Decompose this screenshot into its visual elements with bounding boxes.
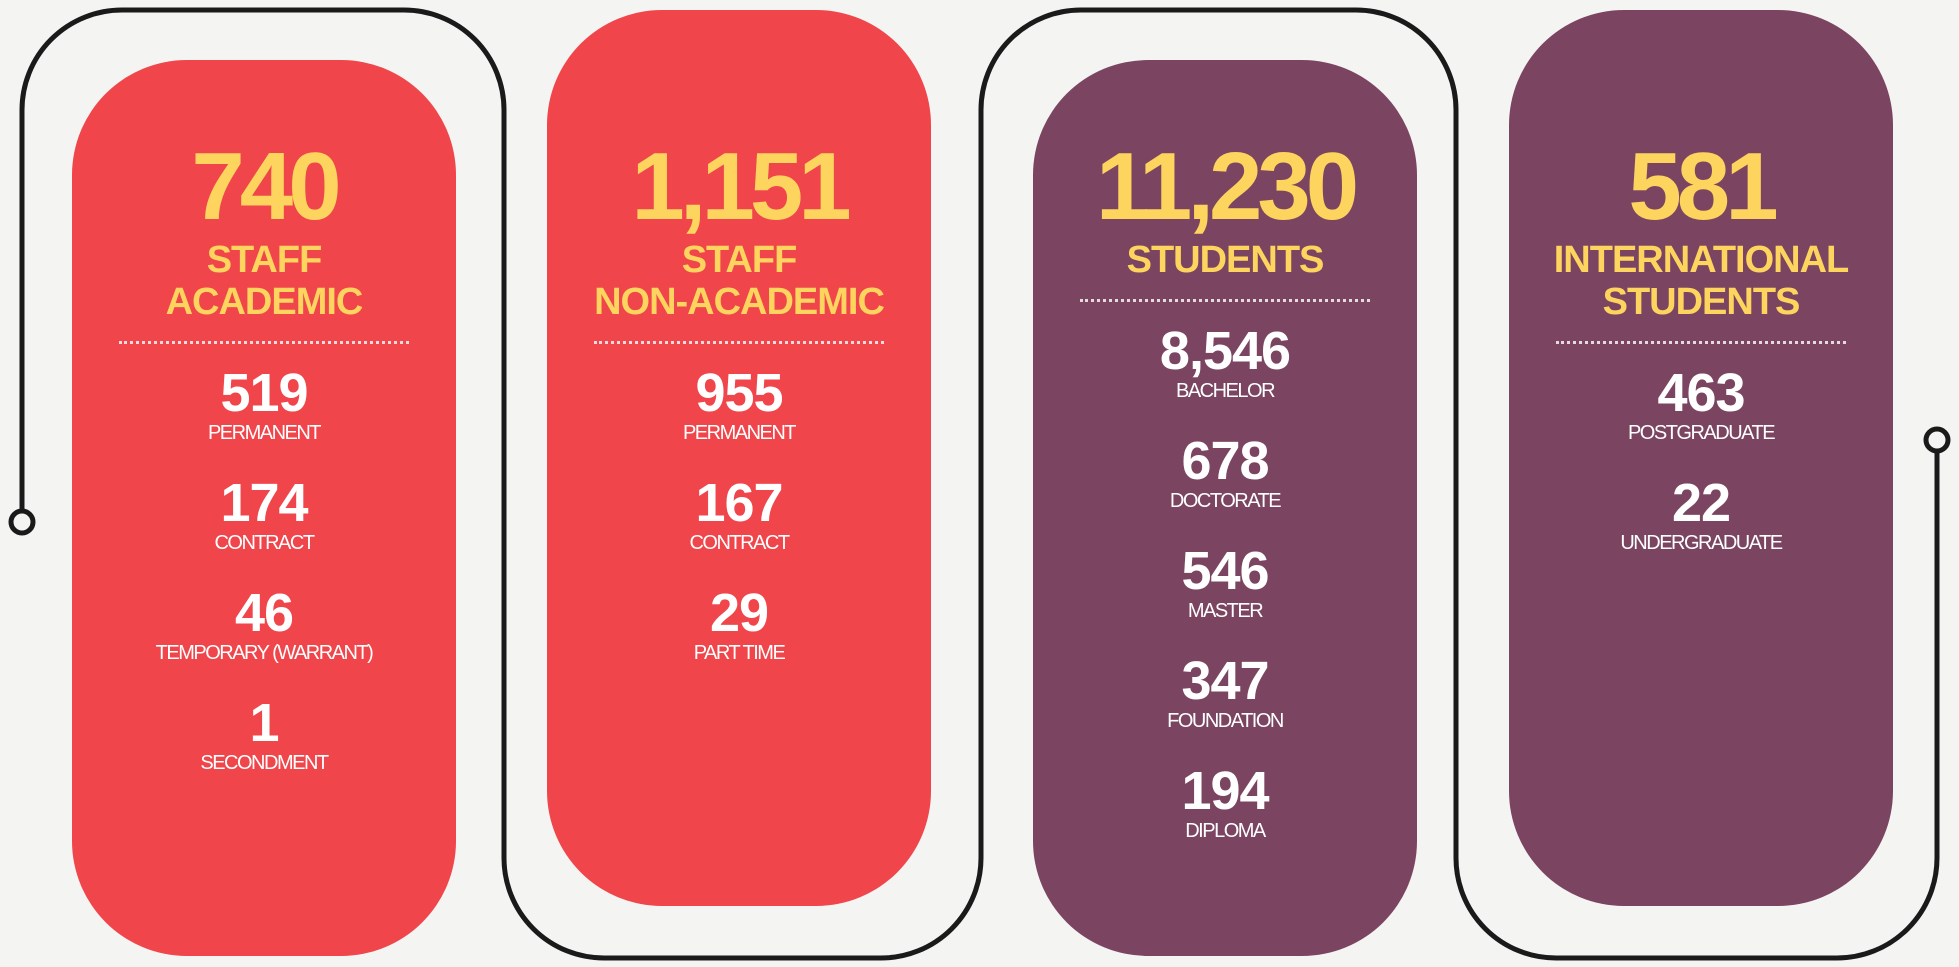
item-label: TEMPORARY (WARRANT) [155, 642, 374, 664]
card-content: 11,230 STUDENTS 8,546 BACHELOR 678 DOCTORATE 5… [1033, 135, 1417, 872]
item-number: 22 [1671, 473, 1731, 533]
stat-card [72, 60, 456, 956]
item-number: 167 [695, 473, 783, 533]
item-number: 29 [709, 583, 769, 643]
card-title: ACADEMIC [165, 281, 364, 323]
total-number: 581 [1628, 133, 1778, 240]
item-label: FOUNDATION [1167, 710, 1284, 732]
end-dot [1923, 426, 1951, 454]
stat-card [1033, 60, 1417, 956]
item-number: 194 [1181, 761, 1269, 821]
stat-card [547, 10, 931, 906]
item-number: 8,546 [1159, 321, 1291, 381]
card-title: STAFF [681, 239, 798, 281]
item-label: PERMANENT [207, 422, 322, 444]
card-content: 740 STAFF ACADEMIC 519 PERMANENT 174 CONTRACT 4… [72, 135, 456, 804]
card-content: 581 INTERNATIONAL STUDENTS 463 POSTGRADUATE 2… [1509, 135, 1893, 584]
card-content: 1,151 STAFF NON-ACADEMIC 955 PERMANENT 167 CON… [547, 135, 931, 694]
divider [594, 341, 884, 344]
item-label: UNDERGRADUATE [1620, 532, 1783, 554]
item-number: 1 [249, 693, 279, 753]
total-number: 740 [191, 133, 341, 240]
card-title: STUDENTS [1126, 239, 1325, 281]
divider [1080, 299, 1370, 302]
divider [1556, 341, 1846, 344]
card-title: STUDENTS [1602, 281, 1801, 323]
card-title: STAFF [206, 239, 323, 281]
item-label: CONTRACT [214, 532, 315, 554]
item-label: PART TIME [693, 642, 786, 664]
connector-line [19, 7, 1940, 961]
card-title: NON-ACADEMIC [594, 281, 885, 323]
item-number: 174 [220, 473, 308, 533]
item-number: 955 [695, 363, 783, 423]
item-number: 678 [1181, 431, 1269, 491]
item-number: 463 [1657, 363, 1745, 423]
item-number: 46 [234, 583, 294, 643]
item-label: PERMANENT [682, 422, 797, 444]
item-label: MASTER [1187, 600, 1264, 622]
item-label: DIPLOMA [1185, 820, 1266, 842]
item-label: POSTGRADUATE [1627, 422, 1776, 444]
item-number: 519 [220, 363, 308, 423]
stat-card [1509, 10, 1893, 906]
card-title: INTERNATIONAL [1553, 239, 1849, 281]
total-number: 11,230 [1095, 133, 1359, 240]
total-number: 1,151 [631, 133, 851, 240]
divider [119, 341, 409, 344]
item-number: 347 [1181, 651, 1269, 711]
item-label: BACHELOR [1175, 380, 1276, 402]
item-number: 546 [1181, 541, 1269, 601]
start-dot [8, 508, 36, 536]
item-label: DOCTORATE [1169, 490, 1282, 512]
item-label: CONTRACT [689, 532, 790, 554]
item-label: SECONDMENT [200, 752, 329, 774]
